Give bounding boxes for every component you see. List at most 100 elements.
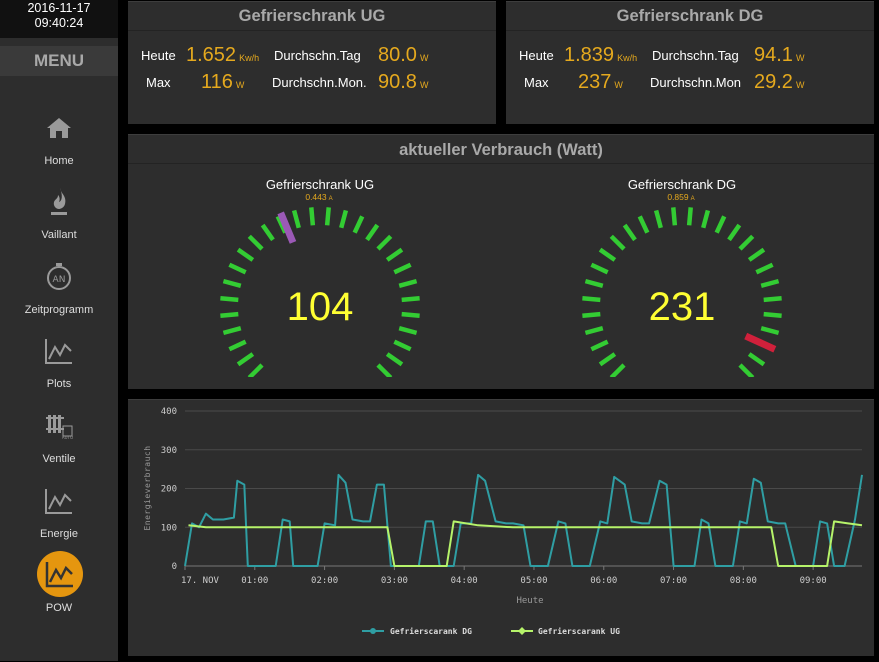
ug-heute-unit: Kw/h	[239, 53, 260, 63]
gauge-dg-sub-unit: A	[690, 196, 695, 202]
gauge-tick	[590, 262, 609, 275]
dg-mon-value: 29.2 W	[754, 71, 804, 94]
chart-y-ticks: 0 100 200 300 400	[161, 407, 177, 572]
x-tick-label: 06:00	[590, 576, 617, 586]
gauge-tick	[582, 311, 601, 318]
ug-max-label: Max	[146, 75, 171, 90]
gauge-tick	[352, 215, 365, 234]
gauge-tick	[220, 296, 239, 303]
y-tick-label: 100	[161, 523, 177, 533]
nav-item-home[interactable]: Home	[0, 111, 118, 183]
x-tick-label: 04:00	[451, 576, 478, 586]
gauge-tick	[727, 223, 742, 242]
nav-item-zeitprogramm[interactable]: AN Zeitprogramm	[0, 260, 118, 332]
x-tick-label: 05:00	[520, 576, 547, 586]
dg-max-unit: W	[614, 80, 623, 90]
gauge-dg-label: Gefrierschrank DG	[627, 177, 737, 192]
nav-item-vaillant[interactable]: Vaillant	[0, 185, 118, 257]
gauge-ug-sub-unit: A	[328, 196, 333, 202]
legend-ug-marker	[518, 627, 526, 635]
gauge-tick	[365, 223, 380, 242]
gauge-ug	[220, 207, 420, 377]
svg-text:AUTO: AUTO	[62, 435, 73, 440]
chart-series	[184, 473, 863, 567]
ug-mon-number: 90.8	[378, 71, 417, 93]
dg-mon-label: Durchschn.Mon	[650, 75, 742, 90]
series-line-ug	[188, 520, 863, 567]
gauge-tick	[755, 262, 774, 275]
gauge-tick	[763, 311, 782, 318]
gauge-tick	[339, 209, 349, 229]
ug-max-number: 116	[201, 71, 233, 93]
chart-legend: Gefrierscarank DG Gefrierscarank UG	[362, 626, 620, 636]
gauge-tick	[686, 207, 693, 226]
ug-mon-value: 90.8 W	[378, 71, 428, 94]
gauge-tick	[609, 234, 626, 251]
menu-title: MENU	[0, 46, 118, 76]
flame-icon	[42, 185, 76, 219]
gauge-tick	[247, 363, 264, 377]
ug-heute-label: Heute	[141, 48, 176, 63]
gauge-tick	[582, 296, 601, 303]
dg-max-number: 237	[578, 71, 612, 93]
legend-item-ug[interactable]: Gefrierscarank UG	[511, 626, 620, 636]
panel-ug-title: Gefrierschrank UG	[238, 7, 386, 25]
gauge-tick	[260, 223, 275, 242]
gauge-tick	[398, 278, 418, 288]
gauge-dg	[582, 207, 782, 377]
gauge-tick	[398, 326, 418, 336]
gauge-tick	[376, 234, 393, 251]
dg-tag-number: 94.1	[754, 44, 793, 66]
sidebar: 2016-11-17 09:40:24 MENU Home Vaillant A…	[0, 0, 118, 661]
dg-tag-label: Durchschn.Tag	[652, 48, 739, 63]
chart-x-ticks: 17. NOV 01:00 02:00 03:00 04:00 05:00 06:00 07:…	[181, 566, 827, 586]
pow-icon	[37, 551, 83, 597]
y-tick-label: 300	[161, 446, 177, 456]
gauge-tick	[738, 234, 755, 251]
gauge-tick	[222, 326, 242, 336]
panel-ug: Gefrierschrank UG Heute 1.652 Kw/h Durchs…	[128, 1, 496, 124]
nav-item-ventile[interactable]: AUTO Ventile	[0, 409, 118, 481]
x-tick-label: 03:00	[381, 576, 408, 586]
ug-mon-unit: W	[419, 80, 429, 90]
legend-item-dg[interactable]: Gefrierscarank DG	[362, 626, 472, 636]
gauge-tick	[584, 278, 604, 288]
nav-item-plots[interactable]: Plots	[0, 334, 118, 406]
legend-dg-label: Gefrierscarank DG	[390, 626, 472, 636]
dg-heute-number: 1.839	[564, 44, 615, 66]
panel-dg: Gefrierschrank DG Heute 1.839 Kw/h Durchs…	[506, 1, 874, 124]
dg-heute-unit: Kw/h	[617, 53, 638, 63]
ug-max-value: 116 W	[201, 71, 244, 94]
dg-max-value: 237 W	[578, 71, 623, 94]
y-tick-label: 200	[161, 485, 177, 495]
x-tick-label: 07:00	[660, 576, 687, 586]
nav-item-pow[interactable]: POW	[0, 551, 118, 630]
gauge-ug-value: 104	[286, 285, 354, 329]
gauge-tick	[236, 247, 255, 262]
gauge-dg-ticks	[582, 207, 782, 377]
gauge-dg-value: 231	[648, 285, 716, 329]
ug-heute-value: 1.652 Kw/h	[186, 44, 259, 67]
gauge-tick	[385, 247, 404, 262]
gauge-dg-sub-value: 0.859	[667, 192, 689, 202]
gauge-tick	[393, 262, 412, 275]
gauge-ug-ticks	[220, 207, 420, 377]
gauge-dg-sub: 0.859 A	[631, 192, 731, 202]
energy-chart: 0 100 200 300 400 17. NOV 01:00 02:00 03:00 04:0…	[143, 407, 863, 636]
chart-y-label: Energieverbrauch	[143, 445, 152, 530]
svg-text:AN: AN	[53, 275, 66, 285]
panel-chart: 0 100 200 300 400 17. NOV 01:00 02:00 03:00 04:0…	[128, 399, 874, 656]
gauge-tick	[247, 234, 264, 251]
panel-dg-divider	[506, 30, 874, 31]
x-tick-label: 02:00	[311, 576, 338, 586]
x-tick-label: 01:00	[241, 576, 268, 586]
gauge-dg-needle	[744, 332, 777, 353]
x-tick-label: 17. NOV	[181, 576, 220, 586]
gauge-tick	[376, 363, 393, 377]
valve-icon: AUTO	[42, 409, 76, 443]
dg-tag-unit: W	[795, 53, 805, 63]
nav-item-energie[interactable]: Energie	[0, 484, 118, 556]
gauge-tick	[598, 247, 617, 262]
gauge-tick	[714, 215, 727, 234]
series-line-dg	[184, 473, 863, 567]
